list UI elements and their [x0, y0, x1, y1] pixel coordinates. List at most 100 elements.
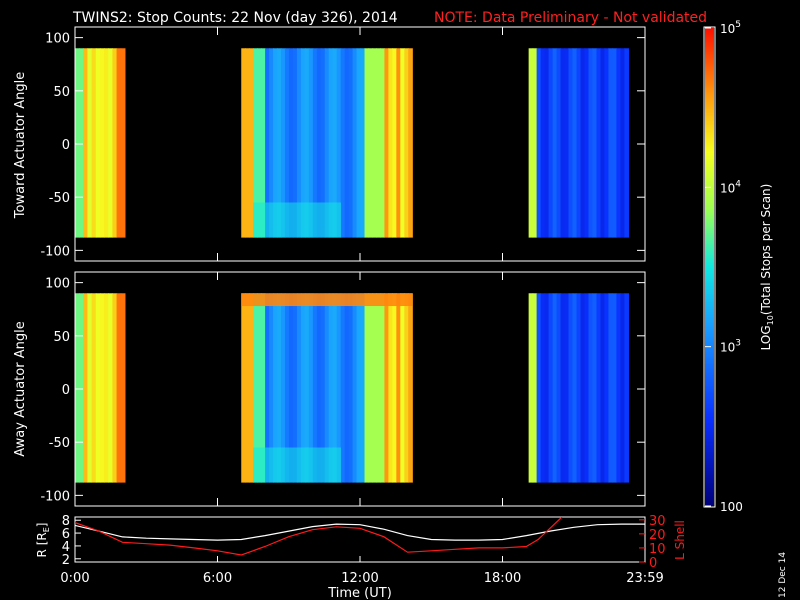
- heatmap-column: [576, 293, 582, 483]
- r-tick-label: 6: [62, 527, 70, 542]
- lshell-tick-label: 10: [649, 542, 666, 557]
- heatmap-column: [624, 293, 629, 483]
- heatmap-column: [75, 293, 80, 483]
- heatmap-column: [332, 293, 338, 483]
- heatmap-column: [392, 293, 397, 483]
- y-tick-label: 0: [62, 138, 70, 153]
- heatmap-column: [348, 48, 354, 238]
- heatmap-column: [376, 293, 382, 483]
- heatmap-column: [356, 293, 362, 483]
- heatmap-column: [304, 48, 310, 238]
- preliminary-note: NOTE: Data Preliminary - Not validated: [434, 10, 707, 26]
- heatmap-column: [388, 293, 393, 483]
- heatmap-column: [308, 48, 314, 238]
- away-y-ticks: 100 50 0 -50 -100: [40, 277, 645, 504]
- heatmap-column: [120, 293, 126, 483]
- lshell-tick-label: 30: [649, 514, 666, 529]
- orbit-lines: [75, 517, 645, 556]
- heatmap-column: [269, 48, 274, 238]
- heatmap-column: [245, 48, 250, 238]
- heatmap-column: [552, 48, 558, 238]
- heatmap-column: [608, 293, 614, 483]
- colorbar-frame: [703, 26, 716, 508]
- y-tick-label: 50: [53, 85, 70, 100]
- heatmap-column: [269, 293, 274, 483]
- heatmap-column: [265, 293, 270, 483]
- heatmap-column: [616, 293, 621, 483]
- heatmap-column: [388, 48, 393, 238]
- heatmap-column: [324, 48, 330, 238]
- y-tick-label: -50: [49, 191, 70, 206]
- heatmap-column: [372, 48, 378, 238]
- heatmap-column: [116, 48, 122, 238]
- heatmap-column: [241, 48, 246, 238]
- heatmap-column: [91, 293, 97, 483]
- lshell-tick-label: 20: [649, 528, 666, 543]
- heatmap-column: [364, 293, 370, 483]
- time-tick-label: 12:00: [341, 571, 378, 586]
- heatmap-column: [253, 48, 258, 238]
- heatmap-column: [404, 48, 409, 238]
- heatmap-column: [560, 293, 566, 483]
- heatmap-column: [348, 293, 354, 483]
- y-tick-label: -100: [40, 244, 70, 259]
- heatmap-column: [572, 48, 578, 238]
- time-tick-label: 18:00: [484, 571, 521, 586]
- heatmap-column: [592, 48, 598, 238]
- y-tick-label: 50: [53, 330, 70, 345]
- heatmap-column: [528, 293, 534, 483]
- heatmap-column: [245, 293, 250, 483]
- heatmap-column: [340, 48, 346, 238]
- heatmap-column: [312, 293, 318, 483]
- heatmap-column: [624, 48, 629, 238]
- heatmap-column: [312, 48, 318, 238]
- colorbar-tick-label: 105: [720, 20, 741, 36]
- heatmap-column: [253, 293, 258, 483]
- heatmap-column: [87, 48, 93, 238]
- heatmap-column: [304, 293, 310, 483]
- colorbar-tick-label: 103: [720, 339, 741, 355]
- heatmap-column: [288, 293, 294, 483]
- heatmap-column: [620, 48, 625, 238]
- heatmap-column: [112, 293, 118, 483]
- r-tick-label: 8: [62, 514, 70, 529]
- heatmap-column: [104, 48, 109, 238]
- heatmap-column: [532, 293, 538, 483]
- heatmap-column: [568, 293, 574, 483]
- heatmap-column: [261, 48, 266, 238]
- heatmap-column: [608, 48, 614, 238]
- heatmap-column: [336, 293, 342, 483]
- colorbar-gradient: [705, 28, 714, 506]
- heatmap-column: [548, 293, 554, 483]
- heatmap-column: [332, 48, 338, 238]
- heatmap-column: [284, 293, 290, 483]
- date-stamp: 12 Dec 14: [778, 552, 788, 598]
- heatmap-column: [324, 293, 330, 483]
- heatmap-column: [396, 48, 401, 238]
- heatmap-column: [404, 293, 409, 483]
- heatmap-column: [560, 48, 566, 238]
- heatmap-column: [79, 293, 84, 483]
- heatmap-column: [364, 48, 370, 238]
- heatmap-column: [108, 48, 114, 238]
- away-angle-panel: 100 50 0 -50 -100 Away Actuator Angle: [13, 271, 646, 507]
- heatmap-column: [592, 293, 598, 483]
- heatmap-column: [584, 293, 590, 483]
- lshell-line: [75, 517, 563, 556]
- y-tick-label: 0: [62, 383, 70, 398]
- heatmap-column: [99, 48, 105, 238]
- heatmap-column: [580, 48, 586, 238]
- heatmap-column: [544, 48, 550, 238]
- away-y-axis-label: Away Actuator Angle: [13, 321, 28, 456]
- heatmap-column: [536, 48, 542, 238]
- away-x-ticks: [74, 272, 646, 506]
- heatmap-column: [241, 293, 246, 483]
- heatmap-column: [261, 293, 266, 483]
- heatmap-column: [596, 48, 602, 238]
- heatmap-column: [83, 293, 89, 483]
- heatmap-column: [568, 48, 574, 238]
- heatmap-column: [249, 48, 254, 238]
- heatmap-column: [292, 48, 298, 238]
- heatmap-column: [120, 48, 126, 238]
